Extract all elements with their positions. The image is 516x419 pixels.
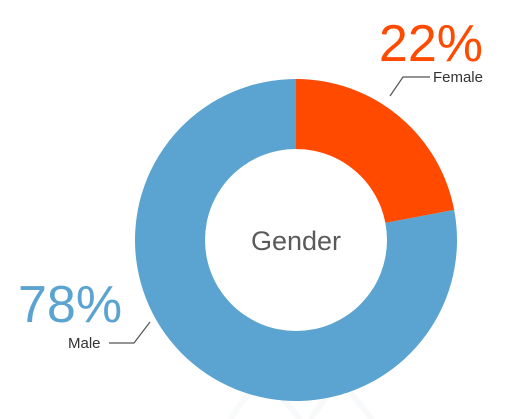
center-label: Gender [251,226,341,256]
donut-hole [205,149,387,331]
male-percent-label: 78% [18,276,122,334]
male-leader-line [109,321,151,344]
male-legend-label: Male [68,335,101,352]
female-legend-label: Female [433,69,483,86]
female-percent-label: 22% [379,15,483,73]
female-leader-line [389,76,430,97]
